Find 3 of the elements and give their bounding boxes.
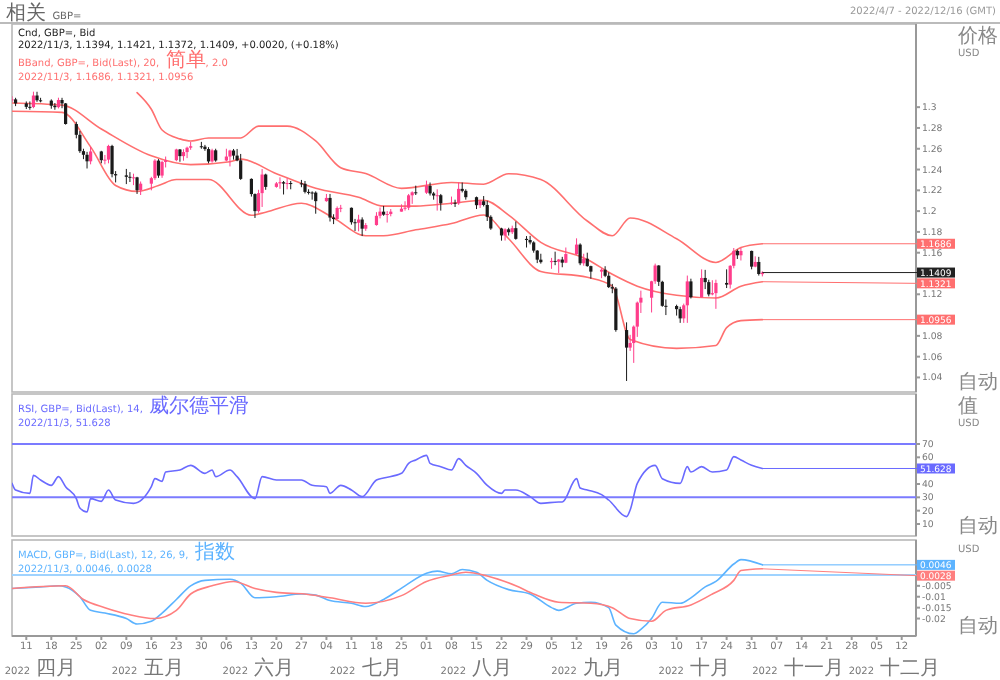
text: 自动 (958, 614, 998, 639)
text: 自动 (958, 514, 998, 539)
text: 自动 (958, 370, 998, 395)
